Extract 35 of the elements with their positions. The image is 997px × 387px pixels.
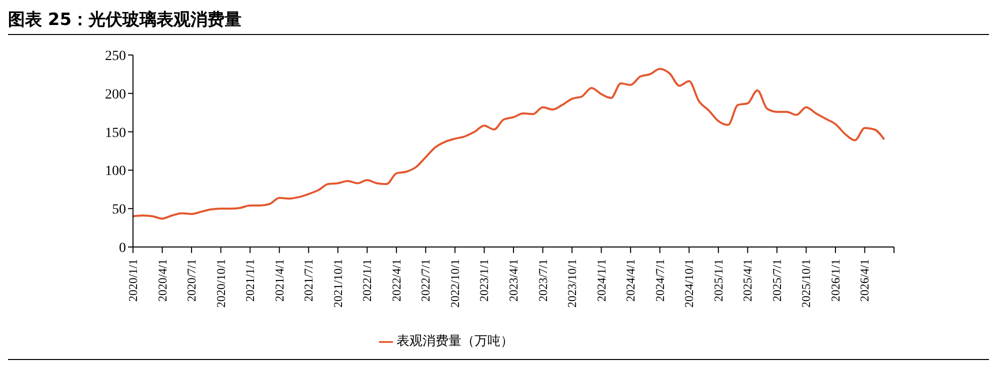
x-tick-label: 2020/4/1 xyxy=(155,259,170,302)
x-tick-label: 2020/10/1 xyxy=(214,259,228,308)
x-tick-label: 2020/7/1 xyxy=(184,259,199,302)
x-tick-label: 2021/7/1 xyxy=(302,259,316,302)
y-tick-label: 250 xyxy=(105,48,126,64)
x-tick-label: 2024/7/1 xyxy=(652,259,667,302)
x-tick-label: 2022/7/1 xyxy=(418,259,433,302)
x-tick-label: 2025/4/1 xyxy=(740,259,755,302)
y-tick-label: 50 xyxy=(112,202,126,218)
y-tick-label: 200 xyxy=(105,87,126,102)
x-tick-label: 2021/4/1 xyxy=(272,259,286,302)
x-tick-label: 2023/7/1 xyxy=(536,259,550,302)
x-tick-label: 2023/10/1 xyxy=(565,259,580,308)
x-tick-label: 2024/1/1 xyxy=(594,259,608,302)
x-tick-label: 2020/1/1 xyxy=(126,259,140,302)
x-tick-label: 2025/10/1 xyxy=(799,259,814,308)
y-tick-label: 0 xyxy=(119,240,126,256)
x-tick-label: 2025/7/1 xyxy=(770,259,784,302)
x-tick-label: 2022/1/1 xyxy=(360,259,374,302)
line-series xyxy=(133,68,886,220)
x-tick-label: 2023/4/1 xyxy=(506,259,520,302)
x-tick-label: 2026/4/1 xyxy=(858,259,872,302)
x-tick-label: 2026/1/1 xyxy=(828,259,842,302)
x-tick-label: 2021/10/1 xyxy=(330,259,345,308)
x-tick-label: 2022/10/1 xyxy=(448,259,462,308)
x-tick-label: 2023/1/1 xyxy=(477,259,492,302)
y-tick-label: 100 xyxy=(105,164,126,180)
x-tick-label: 2022/4/1 xyxy=(389,259,404,302)
legend-label: 表观消费量（万吨） xyxy=(396,333,514,348)
chart-title: 图表 25：光伏玻璃表观消费量 xyxy=(8,8,989,35)
x-tick-label: 2021/1/1 xyxy=(243,259,258,302)
y-tick-label: 150 xyxy=(105,126,126,141)
x-tick-label: 2024/10/1 xyxy=(682,259,696,308)
x-tick-label: 2025/1/1 xyxy=(711,259,726,302)
x-tick-label: 2024/4/1 xyxy=(624,259,638,302)
